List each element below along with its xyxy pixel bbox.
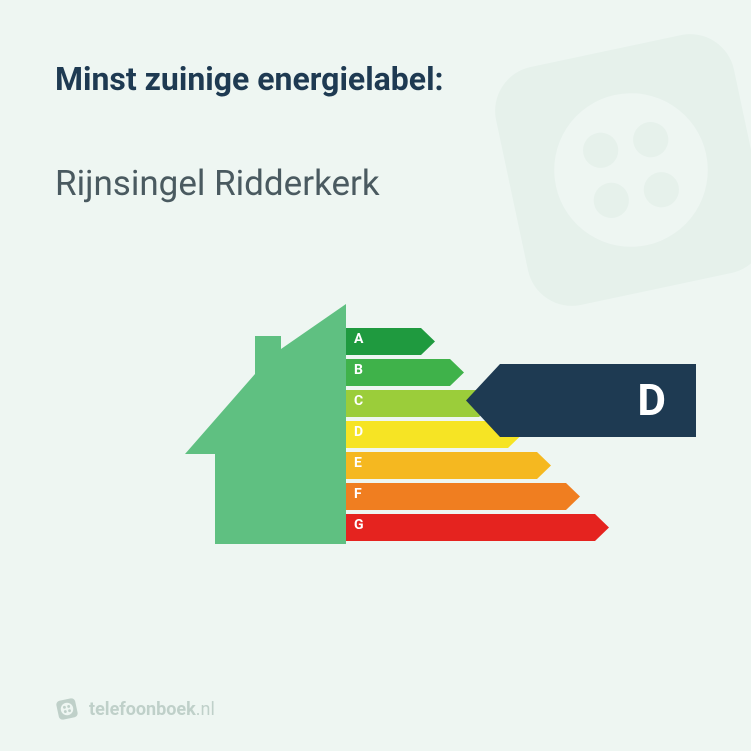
footer-logo-icon [53,695,81,723]
bar-letter-b: B [354,362,363,378]
bar-letter-c: C [354,393,363,409]
house-icon [185,304,347,544]
bar-letter-e: E [354,455,362,471]
selected-label-letter: D [637,374,666,426]
bar-letter-f: F [354,486,362,502]
energy-bar-a: A [346,328,435,355]
energy-bar-b: B [346,359,464,386]
bar-letter-a: A [354,331,363,347]
page-title: Minst zuinige energielabel: [55,60,696,98]
energy-bar-e: E [346,452,551,479]
bar-letter-d: D [354,424,363,440]
energy-chart: A B C D E F G D [55,304,696,564]
energy-bar-f: F [346,483,580,510]
bar-letter-g: G [354,517,364,533]
energy-bar-g: G [346,514,609,541]
footer-brand-tld: .nl [196,699,215,720]
footer-brand: telefoonboek.nl [55,697,696,721]
location-name: Rijnsingel Ridderkerk [55,163,696,204]
footer-brand-name: telefoonboek [89,699,196,720]
footer-text: telefoonboek.nl [89,699,215,720]
energy-label-card: Minst zuinige energielabel: Rijnsingel R… [0,0,751,751]
